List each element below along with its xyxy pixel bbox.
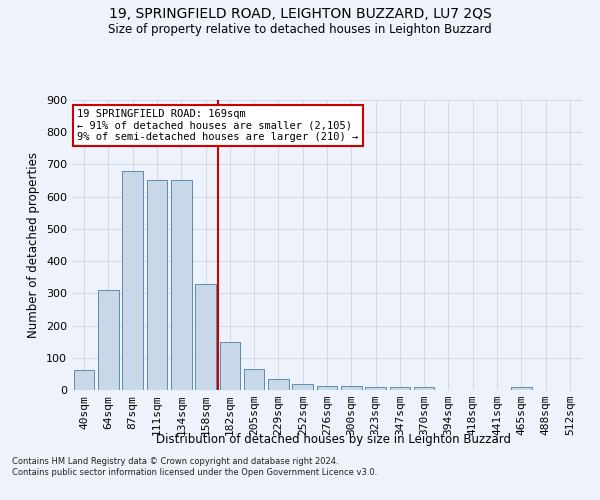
Bar xyxy=(341,386,362,390)
Bar xyxy=(195,284,216,390)
Bar xyxy=(292,384,313,390)
Bar xyxy=(98,290,119,390)
Bar xyxy=(74,370,94,390)
Text: Distribution of detached houses by size in Leighton Buzzard: Distribution of detached houses by size … xyxy=(155,432,511,446)
Bar xyxy=(365,387,386,390)
Bar xyxy=(414,387,434,390)
Bar xyxy=(244,369,265,390)
Bar xyxy=(146,180,167,390)
Text: 19 SPRINGFIELD ROAD: 169sqm
← 91% of detached houses are smaller (2,105)
9% of s: 19 SPRINGFIELD ROAD: 169sqm ← 91% of det… xyxy=(77,108,358,142)
Bar xyxy=(122,171,143,390)
Y-axis label: Number of detached properties: Number of detached properties xyxy=(28,152,40,338)
Bar xyxy=(268,378,289,390)
Bar xyxy=(220,342,240,390)
Bar xyxy=(171,180,191,390)
Text: Size of property relative to detached houses in Leighton Buzzard: Size of property relative to detached ho… xyxy=(108,22,492,36)
Text: 19, SPRINGFIELD ROAD, LEIGHTON BUZZARD, LU7 2QS: 19, SPRINGFIELD ROAD, LEIGHTON BUZZARD, … xyxy=(109,8,491,22)
Bar xyxy=(317,386,337,390)
Bar xyxy=(389,387,410,390)
Bar xyxy=(511,388,532,390)
Text: Contains HM Land Registry data © Crown copyright and database right 2024.
Contai: Contains HM Land Registry data © Crown c… xyxy=(12,458,377,477)
